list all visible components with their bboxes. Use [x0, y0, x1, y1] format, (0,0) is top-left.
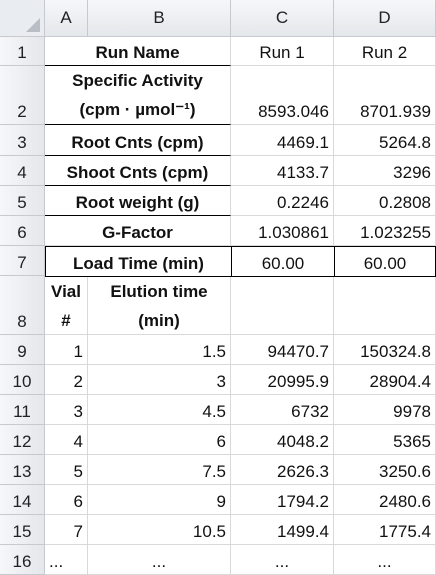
- cell-b12[interactable]: 6: [88, 425, 231, 455]
- row-header-1[interactable]: 1: [0, 37, 45, 66]
- cell-c16[interactable]: ...: [231, 545, 334, 575]
- cell-d9[interactable]: 150324.8: [334, 335, 436, 365]
- cell-c9[interactable]: 94470.7: [231, 335, 334, 365]
- cell-a16[interactable]: ...: [45, 545, 88, 575]
- cell-a1-run-name-label[interactable]: Run Name: [45, 37, 231, 66]
- cell-a4-shoot-cnts-label[interactable]: Shoot Cnts (cpm): [45, 156, 231, 186]
- cell-c3[interactable]: 4469.1: [231, 125, 334, 156]
- cell-b16[interactable]: ...: [88, 545, 231, 575]
- row-header-9[interactable]: 9: [0, 335, 45, 365]
- row-header-4[interactable]: 4: [0, 156, 45, 186]
- cell-d14[interactable]: 2480.6: [334, 485, 436, 515]
- cell-d3[interactable]: 5264.8: [334, 125, 436, 156]
- specific-activity-line-1: Specific Activity: [72, 71, 203, 90]
- row-header-3[interactable]: 3: [0, 125, 45, 156]
- cell-a9[interactable]: 1: [45, 335, 88, 365]
- cell-c15[interactable]: 1499.4: [231, 515, 334, 545]
- row-header-12[interactable]: 12: [0, 425, 45, 455]
- cell-d15[interactable]: 1775.4: [334, 515, 436, 545]
- cell-d5[interactable]: 0.2808: [334, 186, 436, 216]
- row-header-5[interactable]: 5: [0, 186, 45, 216]
- cell-a8-vial-header[interactable]: Vial #: [45, 277, 88, 335]
- cell-b10[interactable]: 3: [88, 365, 231, 395]
- cell-c2[interactable]: 8593.046: [231, 66, 334, 125]
- cell-c14[interactable]: 1794.2: [231, 485, 334, 515]
- vial-header-line-2: #: [61, 310, 71, 330]
- row-header-7[interactable]: 7: [0, 246, 45, 276]
- row-header-2[interactable]: 2: [0, 66, 45, 125]
- cell-b8-elution-time-header[interactable]: Elution time (min): [88, 277, 231, 335]
- cell-a6-g-factor-label[interactable]: G-Factor: [45, 216, 231, 246]
- cell-b13[interactable]: 7.5: [88, 455, 231, 485]
- cell-d11[interactable]: 9978: [334, 395, 436, 425]
- cell-b11[interactable]: 4.5: [88, 395, 231, 425]
- column-header-b[interactable]: B: [88, 0, 231, 37]
- cell-c10[interactable]: 20995.9: [231, 365, 334, 395]
- cell-c13[interactable]: 2626.3: [231, 455, 334, 485]
- row-header-16[interactable]: 16: [0, 545, 45, 575]
- cell-a7-load-time-label[interactable]: Load Time (min): [45, 246, 232, 277]
- cell-c1[interactable]: Run 1: [231, 37, 334, 66]
- cell-b15[interactable]: 10.5: [88, 515, 231, 545]
- cell-a10[interactable]: 2: [45, 365, 88, 395]
- cell-a11[interactable]: 3: [45, 395, 88, 425]
- cell-b9[interactable]: 1.5: [88, 335, 231, 365]
- cell-c11[interactable]: 6732: [231, 395, 334, 425]
- row-header-14[interactable]: 14: [0, 485, 45, 515]
- cell-a2-specific-activity-label[interactable]: Specific Activity (cpm · µmol⁻¹): [45, 66, 231, 125]
- row-header-11[interactable]: 11: [0, 395, 45, 425]
- row-header-15[interactable]: 15: [0, 515, 45, 545]
- cell-c6[interactable]: 1.030861: [231, 216, 334, 246]
- row-header-6[interactable]: 6: [0, 216, 45, 246]
- cell-c12[interactable]: 4048.2: [231, 425, 334, 455]
- cell-c7[interactable]: 60.00: [231, 246, 335, 277]
- cell-d16[interactable]: ...: [334, 545, 436, 575]
- cell-d13[interactable]: 3250.6: [334, 455, 436, 485]
- select-all-corner[interactable]: [0, 0, 45, 37]
- cell-c4[interactable]: 4133.7: [231, 156, 334, 186]
- cell-a5-root-weight-label[interactable]: Root weight (g): [45, 186, 231, 216]
- column-header-c[interactable]: C: [231, 0, 334, 37]
- cell-a14[interactable]: 6: [45, 485, 88, 515]
- cell-a12[interactable]: 4: [45, 425, 88, 455]
- cell-d6[interactable]: 1.023255: [334, 216, 436, 246]
- cell-a13[interactable]: 5: [45, 455, 88, 485]
- select-all-triangle-icon: [26, 18, 40, 32]
- row-header-13[interactable]: 13: [0, 455, 45, 485]
- elution-header-line-2: (min): [138, 310, 180, 330]
- column-header-a[interactable]: A: [45, 0, 88, 37]
- cell-c5[interactable]: 0.2246: [231, 186, 334, 216]
- cell-d7[interactable]: 60.00: [334, 246, 436, 277]
- cell-a3-root-cnts-label[interactable]: Root Cnts (cpm): [45, 125, 231, 156]
- cell-d8[interactable]: [334, 277, 436, 335]
- cell-a15[interactable]: 7: [45, 515, 88, 545]
- row-header-8[interactable]: 8: [0, 276, 45, 335]
- vial-header-line-1: Vial: [51, 281, 81, 301]
- cell-c8[interactable]: [231, 277, 334, 335]
- cell-d2[interactable]: 8701.939: [334, 66, 436, 125]
- cell-b14[interactable]: 9: [88, 485, 231, 515]
- elution-header-line-1: Elution time: [110, 281, 208, 301]
- cell-d12[interactable]: 5365: [334, 425, 436, 455]
- specific-activity-line-2: (cpm · µmol⁻¹): [79, 100, 196, 119]
- row-header-10[interactable]: 10: [0, 365, 45, 395]
- cell-d10[interactable]: 28904.4: [334, 365, 436, 395]
- column-header-d[interactable]: D: [334, 0, 436, 37]
- cell-d1[interactable]: Run 2: [334, 37, 436, 66]
- cell-d4[interactable]: 3296: [334, 156, 436, 186]
